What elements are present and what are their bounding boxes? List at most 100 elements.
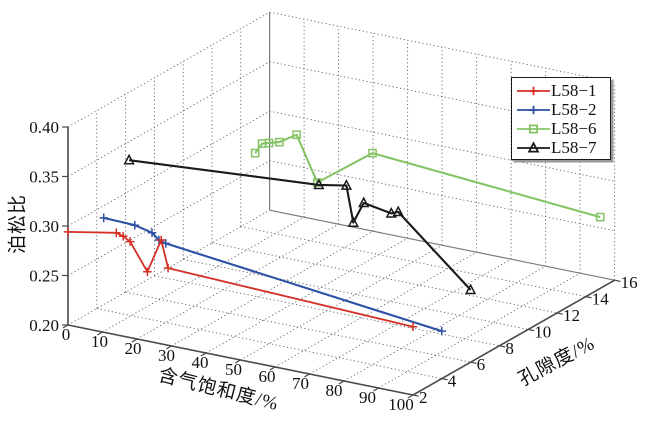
legend-item: L58−6 <box>516 119 608 138</box>
legend-label: L58−7 <box>551 138 597 157</box>
x-tick <box>338 380 345 385</box>
x-tick <box>269 366 276 371</box>
legend-item: L58−2 <box>516 100 608 119</box>
legend: L58−1 L58−2 L58−6 L58−7 <box>511 77 611 160</box>
x-tick-label: 0 <box>62 325 71 344</box>
plus-marker-icon <box>118 231 128 241</box>
y-tick-label: 2 <box>419 388 428 407</box>
x-tick <box>304 373 310 378</box>
triangle-marker-icon <box>340 179 353 190</box>
grid-line <box>125 291 471 363</box>
plus-marker-icon <box>143 267 152 277</box>
series-markers-0 <box>63 227 418 331</box>
z-tick-label: 0.35 <box>29 168 59 187</box>
square-marker-icon <box>250 148 260 158</box>
x-tick-label: 70 <box>292 374 309 393</box>
x-tick-label: 10 <box>91 332 108 351</box>
plus-marker-icon <box>529 86 538 95</box>
x-tick <box>200 352 207 357</box>
x-tick <box>97 331 103 336</box>
box-bottom-edge <box>269 209 615 281</box>
y-tick-label: 16 <box>621 273 638 292</box>
grid-line <box>96 308 442 380</box>
grid-line <box>183 258 529 330</box>
x-tick <box>166 345 172 350</box>
x-tick <box>373 387 379 392</box>
legend-marker-icon <box>517 105 550 114</box>
x-tick-label: 90 <box>359 388 376 407</box>
triangle-marker-icon <box>313 178 325 190</box>
y-tick-label: 4 <box>448 372 457 391</box>
x-tick <box>235 359 241 364</box>
grid-line <box>343 265 546 382</box>
grid-line <box>67 61 270 177</box>
plus-marker-icon <box>112 228 121 238</box>
grid-line <box>205 237 408 354</box>
y-tick <box>470 361 477 364</box>
y-tick <box>585 296 592 299</box>
square-marker-icon <box>264 138 274 148</box>
y-tick <box>441 378 448 381</box>
y-tick <box>556 312 563 315</box>
square-marker-icon <box>368 148 377 158</box>
grid-line <box>378 272 581 389</box>
tick-labels: 0.20 0.25 0.30 0.35 0.40 0 10 20 30 40 50 60 70 80 90 1… <box>29 118 637 414</box>
square-marker-icon <box>275 137 284 147</box>
grid-line <box>240 244 443 361</box>
axis-lines <box>67 127 615 396</box>
y-tick-label: 6 <box>477 355 486 374</box>
y-tick <box>614 279 621 282</box>
series-1 <box>99 213 447 336</box>
legend-item: L58−7 <box>516 138 608 157</box>
series-0 <box>63 227 418 331</box>
series-markers-1 <box>99 213 447 336</box>
legend-marker-icon <box>517 140 550 152</box>
x-tick-label: 40 <box>192 353 209 372</box>
box-edges <box>269 12 615 281</box>
triangle-marker-icon <box>527 140 540 152</box>
x-tick-label: 80 <box>326 381 343 400</box>
grid-line <box>67 160 270 276</box>
grid-line <box>274 251 477 368</box>
y-tick-label: 8 <box>505 339 514 358</box>
square-marker-icon <box>595 212 605 222</box>
grid-line <box>67 209 270 326</box>
legend-marker-icon <box>517 124 550 133</box>
x-tick <box>407 394 414 399</box>
grid-line <box>136 223 339 340</box>
grid-line <box>269 110 615 182</box>
triangle-marker-icon <box>385 206 397 218</box>
grid-line <box>102 216 305 333</box>
x-tick-label: 100 <box>388 395 414 414</box>
x-tick <box>62 324 69 329</box>
grid-line <box>240 226 586 298</box>
grid-line <box>269 11 615 83</box>
x-tick <box>131 338 138 343</box>
legend-item: L58−1 <box>516 81 608 100</box>
series-line-1 <box>103 216 443 333</box>
square-marker-icon <box>292 130 301 140</box>
series-line-2 <box>254 133 601 219</box>
triangle-marker-icon <box>123 153 135 165</box>
tick-marks <box>62 126 621 399</box>
grid-line <box>67 110 270 227</box>
triangle-marker-icon <box>464 283 477 295</box>
series-3 <box>123 153 477 295</box>
triangle-marker-icon <box>358 196 370 208</box>
grid-line <box>67 11 270 128</box>
plus-marker-icon <box>125 237 135 246</box>
square-marker-icon <box>528 124 538 133</box>
y-tick-label: 14 <box>592 290 610 309</box>
legend-marker-icon <box>517 86 550 95</box>
plus-marker-icon <box>163 263 173 273</box>
z-tick-label: 0.25 <box>29 267 59 286</box>
plus-marker-icon <box>99 213 108 223</box>
plus-marker-icon <box>529 105 538 114</box>
legend-label: L58−6 <box>551 119 597 138</box>
plus-marker-icon <box>437 326 447 336</box>
y-tick-label: 10 <box>534 322 551 341</box>
series-line-3 <box>128 159 472 291</box>
triangle-marker-icon <box>392 205 404 217</box>
plus-marker-icon <box>147 228 157 237</box>
